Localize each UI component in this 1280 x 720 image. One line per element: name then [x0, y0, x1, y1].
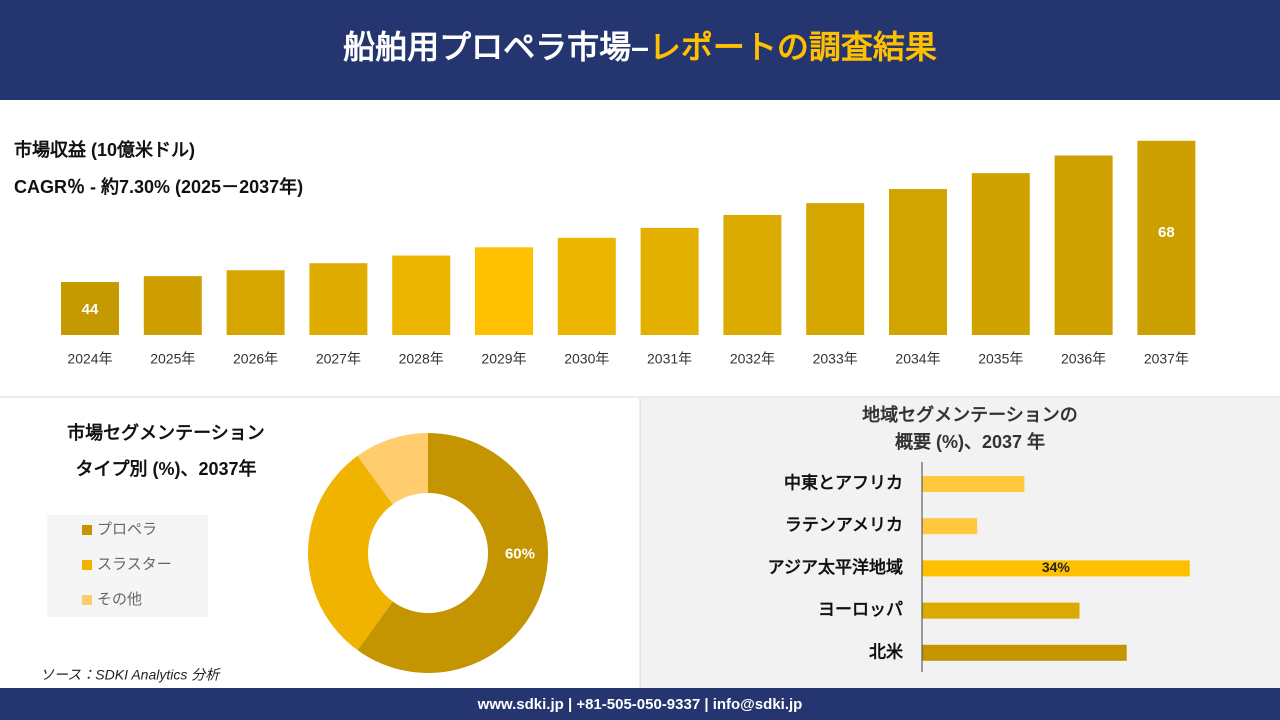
x-tick-label: 2024年	[67, 351, 112, 367]
donut-slice	[308, 455, 393, 651]
bar	[922, 602, 1080, 619]
legend-box	[47, 515, 208, 617]
x-tick-label: 2034年	[895, 351, 940, 367]
footer-contact: www.sdki.jp | +81-505-050-9337 | info@sd…	[477, 696, 803, 713]
y-tick-label: アジア太平洋地域	[768, 557, 903, 577]
y-tick-label: ヨーロッパ	[818, 600, 903, 619]
header-bar	[0, 0, 1280, 100]
title-main: 船舶用プロペラ市場–	[343, 29, 649, 65]
x-tick-label: 2031年	[647, 351, 692, 367]
x-tick-label: 2037年	[1144, 351, 1189, 367]
data-label: 44	[82, 301, 99, 318]
bar	[723, 214, 782, 335]
data-label: 68	[1158, 224, 1175, 241]
chart-subtitle: CAGR％ - 約7.30% (2025－2037年)	[14, 176, 303, 197]
bar	[309, 263, 368, 335]
header-title: 船舶用プロペラ市場–レポートの調査結果	[343, 29, 937, 65]
donut-slice	[357, 433, 428, 505]
legend-label: その他	[97, 591, 142, 608]
x-tick-label: 2027年	[316, 351, 361, 367]
x-tick-label: 2035年	[978, 351, 1023, 367]
bar	[971, 173, 1030, 335]
x-tick-label: 2028年	[399, 351, 444, 367]
x-tick-label: 2025年	[150, 351, 195, 367]
data-label: 34%	[1042, 559, 1071, 575]
data-label: 60%	[505, 545, 535, 562]
region-panel	[640, 398, 1280, 688]
bar	[640, 227, 699, 335]
chart-title: 市場セグメンテーション	[67, 422, 265, 443]
bar	[475, 247, 533, 335]
y-tick-label: 北米	[869, 641, 904, 661]
chart-title: 地域セグメンテーションの	[862, 404, 1078, 425]
donut-slice	[357, 433, 548, 674]
chart-title: 市場収益 (10億米ドル)	[14, 139, 195, 160]
bar	[806, 203, 865, 335]
title-accent: レポートの調査結果	[649, 29, 937, 65]
bar	[143, 276, 202, 335]
chart-subtitle: タイプ別 (%)、2037年	[75, 458, 256, 479]
bar	[889, 189, 947, 335]
bar	[922, 560, 1190, 577]
y-tick-label: ラテンアメリカ	[785, 516, 903, 535]
legend-label: スラスター	[97, 556, 172, 573]
x-tick-label: 2030年	[564, 351, 609, 367]
y-tick-label: 中東とアフリカ	[784, 472, 903, 492]
footer-bar	[0, 688, 1280, 720]
bar	[922, 644, 1127, 661]
legend-swatch	[82, 595, 92, 605]
source-note: ソース：SDKI Analytics 分析	[40, 667, 221, 683]
x-tick-label: 2036年	[1061, 351, 1106, 367]
bar	[61, 282, 119, 335]
x-tick-label: 2032年	[730, 351, 775, 367]
bar	[226, 270, 285, 335]
bar	[1137, 140, 1196, 335]
legend-swatch	[82, 560, 92, 570]
bar	[922, 518, 978, 535]
x-tick-label: 2033年	[813, 351, 858, 367]
legend-label: プロペラ	[97, 521, 157, 538]
bar	[557, 237, 616, 335]
bar	[392, 255, 451, 335]
bar	[1054, 155, 1113, 335]
chart-subtitle: 概要 (%)、2037 年	[895, 431, 1045, 452]
bar	[922, 476, 1025, 492]
legend-swatch	[82, 525, 92, 535]
x-tick-label: 2026年	[233, 351, 278, 367]
x-tick-label: 2029年	[481, 351, 526, 367]
